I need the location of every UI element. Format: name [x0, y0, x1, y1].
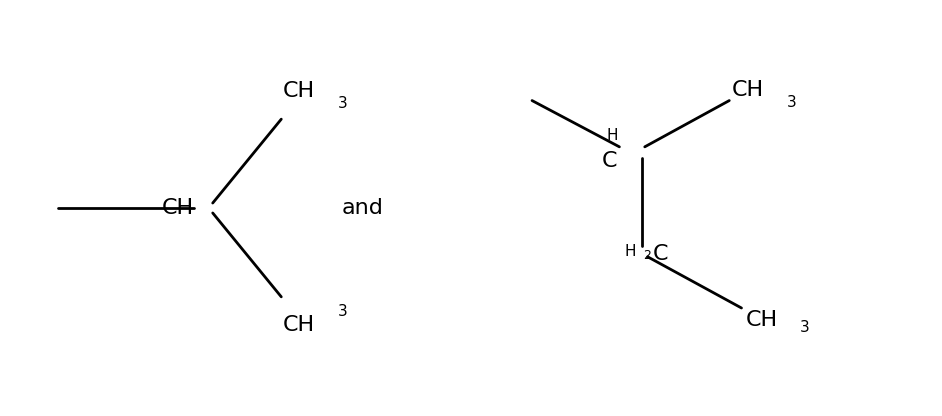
Text: H: H [625, 244, 636, 259]
Text: 3: 3 [800, 320, 809, 335]
Text: C: C [653, 244, 669, 264]
Text: C: C [602, 151, 618, 171]
Text: CH: CH [162, 198, 194, 218]
Text: 3: 3 [337, 304, 348, 319]
Text: H: H [606, 128, 618, 143]
Text: 2: 2 [642, 249, 651, 262]
Text: and: and [342, 198, 384, 218]
Text: CH: CH [284, 314, 316, 334]
Text: 3: 3 [337, 97, 348, 111]
Text: CH: CH [732, 80, 764, 100]
Text: 3: 3 [787, 95, 796, 110]
Text: CH: CH [284, 82, 316, 102]
Text: CH: CH [745, 310, 777, 330]
